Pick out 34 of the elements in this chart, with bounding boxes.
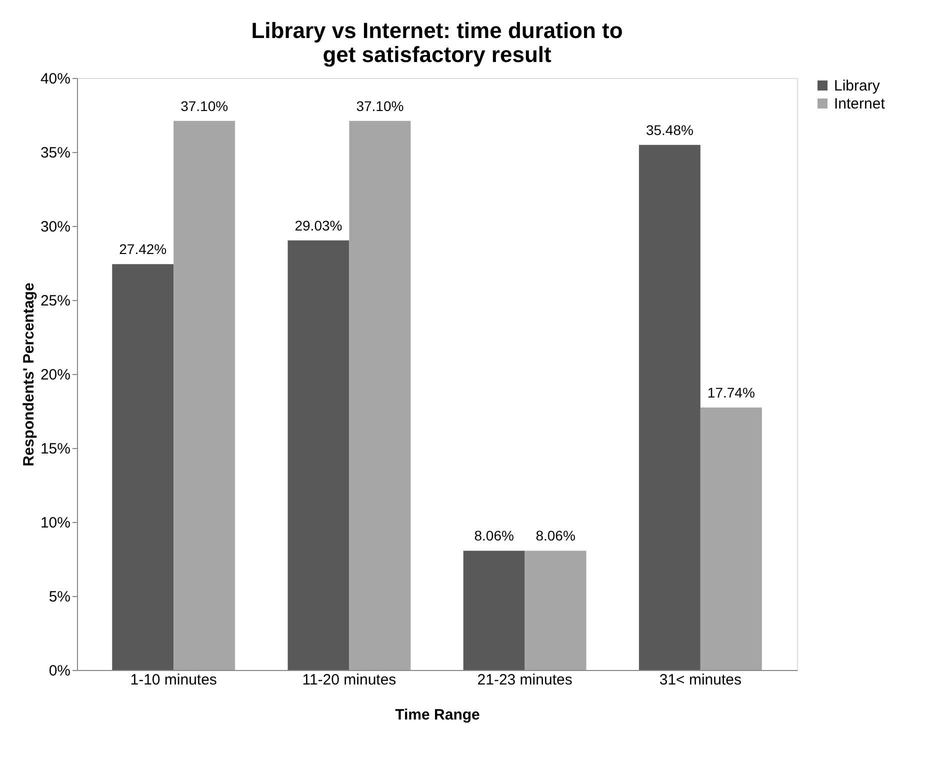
y-tick-label: 25% [40, 292, 70, 310]
legend-label: Internet [834, 96, 886, 112]
bar [463, 550, 525, 670]
data-label: 37.10% [180, 98, 228, 114]
bar [349, 120, 411, 670]
data-label: 8.06% [474, 528, 514, 544]
y-tick-label: 0% [48, 662, 70, 680]
y-tick-label: 30% [40, 218, 70, 236]
data-label: 29.03% [294, 217, 342, 234]
bar [638, 144, 700, 670]
y-axis-title: Respondents' Percentage [20, 282, 38, 466]
bar [112, 264, 174, 670]
y-tick-label: 35% [40, 144, 70, 162]
x-tick-label: 31< minutes [659, 672, 742, 688]
bar [524, 550, 586, 670]
y-tick-label: 10% [40, 514, 70, 532]
bar [700, 407, 762, 670]
data-label: 8.06% [536, 528, 576, 544]
y-tick-label: 15% [40, 440, 70, 458]
bar [288, 240, 350, 670]
chart-title: Library vs Internet: time duration to get satisfactory result [251, 18, 623, 67]
data-label: 35.48% [646, 122, 694, 138]
x-tick-label: 11-20 minutes [302, 672, 396, 688]
y-tick-label: 20% [40, 366, 70, 384]
legend-label: Library [834, 78, 880, 94]
x-tick-label: 21-23 minutes [477, 672, 572, 688]
data-label: 27.42% [119, 241, 167, 258]
data-label: 37.10% [356, 98, 404, 114]
x-tick-label: 1-10 minutes [130, 672, 217, 688]
data-label: 17.74% [707, 384, 755, 400]
bar [174, 120, 236, 670]
y-tick-label: 40% [40, 70, 70, 88]
x-axis-title: Time Range [395, 706, 480, 724]
y-tick-label: 5% [48, 588, 70, 606]
